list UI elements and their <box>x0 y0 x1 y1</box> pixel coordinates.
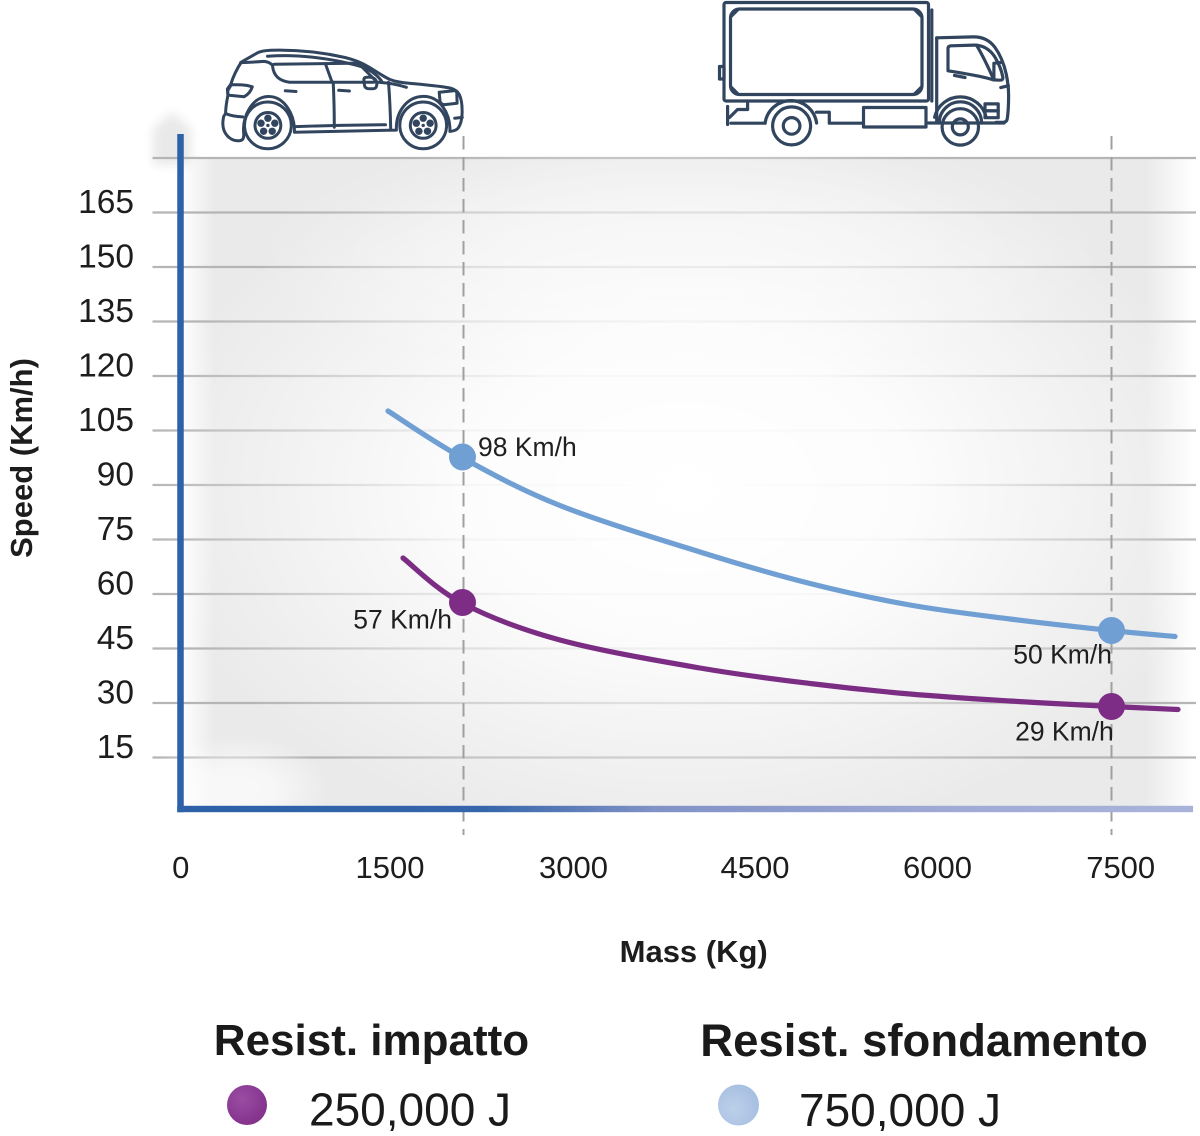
svg-text:60: 60 <box>97 566 134 603</box>
svg-text:57 Km/h: 57 Km/h <box>353 605 452 635</box>
svg-text:Resist. sfondamento: Resist. sfondamento <box>700 1015 1148 1066</box>
svg-text:45: 45 <box>97 620 134 657</box>
svg-text:7500: 7500 <box>1086 850 1155 885</box>
svg-text:90: 90 <box>97 457 134 494</box>
svg-text:3000: 3000 <box>539 850 608 885</box>
svg-text:Speed (Km/h): Speed (Km/h) <box>4 358 39 558</box>
svg-text:135: 135 <box>78 293 134 330</box>
svg-text:150: 150 <box>78 239 134 276</box>
svg-text:98 Km/h: 98 Km/h <box>478 432 577 462</box>
svg-text:120: 120 <box>78 348 134 385</box>
svg-text:1500: 1500 <box>356 850 425 885</box>
svg-text:50 Km/h: 50 Km/h <box>1013 639 1112 669</box>
svg-text:30: 30 <box>97 675 134 712</box>
svg-text:0: 0 <box>172 850 189 885</box>
svg-text:Mass (Kg): Mass (Kg) <box>620 934 768 969</box>
svg-text:6000: 6000 <box>903 850 972 885</box>
svg-text:750,000 J: 750,000 J <box>799 1084 1001 1131</box>
svg-text:105: 105 <box>78 402 134 439</box>
svg-text:Resist. impatto: Resist. impatto <box>214 1016 529 1065</box>
svg-text:165: 165 <box>78 184 134 221</box>
svg-text:15: 15 <box>97 729 134 766</box>
svg-text:75: 75 <box>97 511 134 548</box>
svg-text:4500: 4500 <box>721 850 790 885</box>
svg-text:29 Km/h: 29 Km/h <box>1015 716 1114 746</box>
svg-text:250,000 J: 250,000 J <box>309 1084 511 1132</box>
